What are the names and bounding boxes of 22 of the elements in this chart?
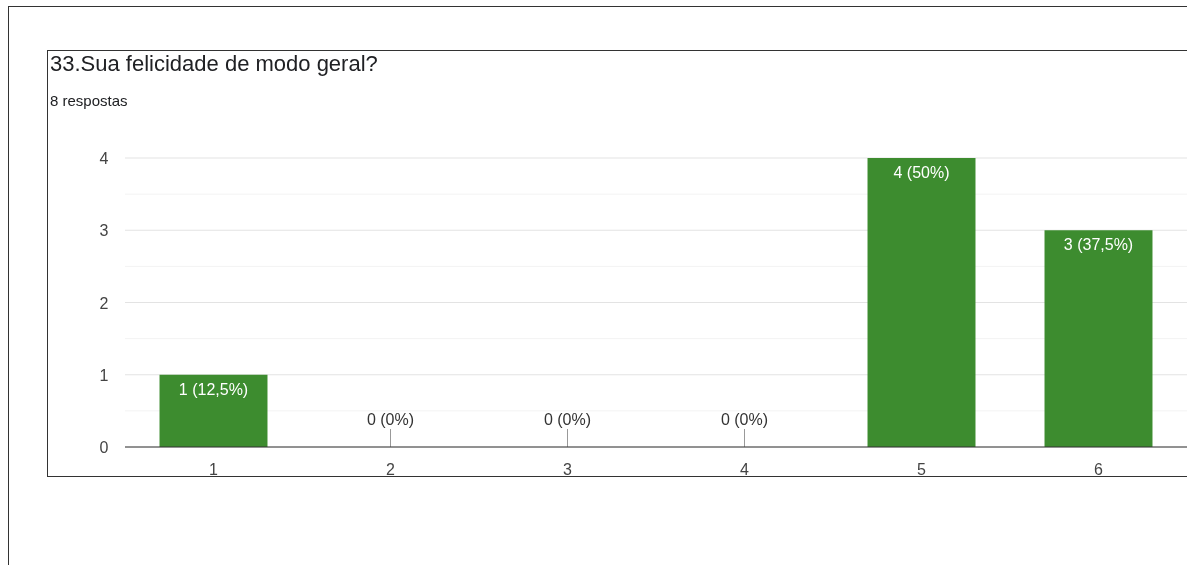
x-tick-label: 5 — [917, 461, 927, 478]
bar — [159, 374, 268, 447]
x-tick-label: 4 — [740, 461, 750, 478]
data-label: 3 (37,5%) — [1063, 236, 1134, 254]
data-label: 1 (12,5%) — [178, 380, 249, 398]
y-tick-label: 0 — [99, 439, 109, 456]
x-tick-label: 1 — [209, 461, 219, 478]
y-tick-label: 4 — [99, 150, 109, 167]
y-tick-label: 3 — [99, 222, 109, 240]
chart-subtitle: 8 respostas — [50, 92, 128, 109]
data-label: 0 (0%) — [720, 411, 769, 428]
x-tick-label: 2 — [386, 461, 396, 478]
y-tick-label: 1 — [99, 366, 109, 384]
bar — [1044, 230, 1153, 447]
data-label: 4 (50%) — [893, 164, 950, 181]
chart-title: 33.Sua felicidade de modo geral? — [50, 51, 378, 76]
y-tick-label: 2 — [99, 294, 109, 312]
bar — [867, 158, 976, 447]
data-label: 0 (0%) — [543, 411, 592, 428]
x-tick-label: 6 — [1094, 461, 1104, 478]
data-label: 0 (0%) — [366, 411, 415, 428]
x-tick-label: 3 — [563, 461, 573, 478]
